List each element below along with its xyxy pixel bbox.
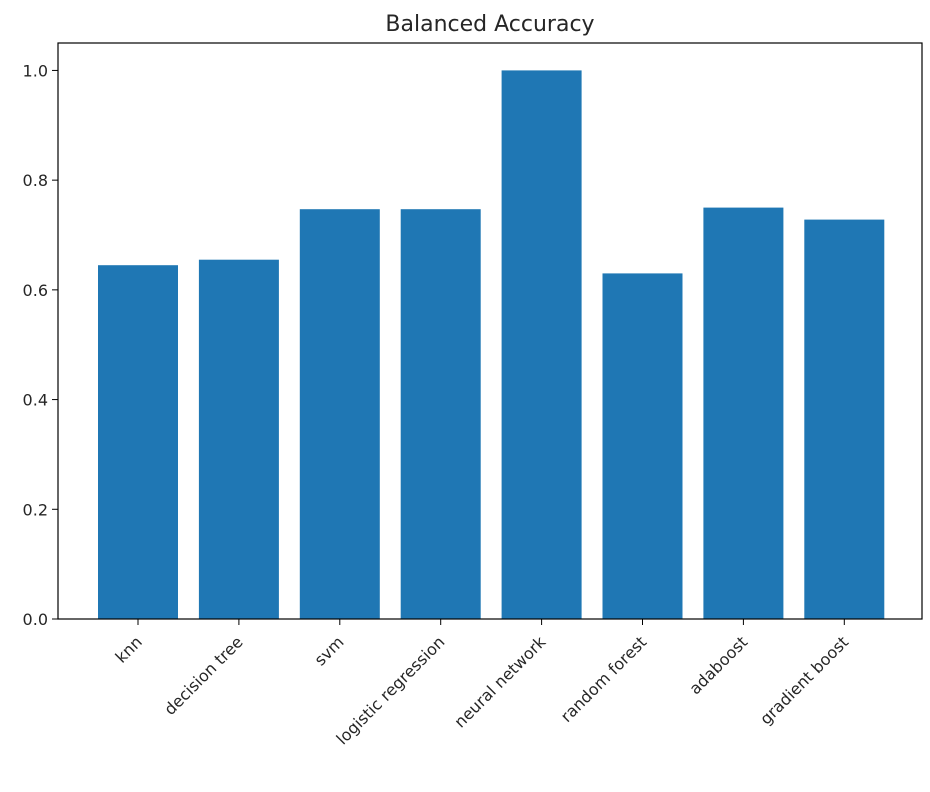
y-axis: 0.0 0.2 0.4 0.6 0.8 1.0 bbox=[23, 61, 58, 629]
y-tick-label: 0.4 bbox=[23, 391, 48, 410]
bar-knn bbox=[98, 265, 178, 619]
bar-neural-network bbox=[501, 70, 582, 619]
x-tick-label: svm bbox=[311, 632, 348, 669]
y-tick-label: 1.0 bbox=[23, 61, 48, 80]
bar-adaboost bbox=[703, 207, 784, 619]
bar-logistic-regression bbox=[400, 209, 481, 619]
y-tick-label: 0.6 bbox=[23, 281, 48, 300]
x-tick-label: random forest bbox=[557, 632, 651, 726]
bar-svm bbox=[299, 209, 380, 619]
x-tick-label: decision tree bbox=[160, 632, 246, 718]
x-tick-label: logistic regression bbox=[332, 632, 448, 748]
y-tick-label: 0.0 bbox=[23, 610, 48, 629]
x-tick-label: neural network bbox=[450, 632, 550, 732]
bars-group bbox=[98, 70, 885, 619]
y-tick-label: 0.2 bbox=[23, 500, 48, 519]
bar-gradient-boost bbox=[804, 219, 885, 619]
x-tick-label: knn bbox=[112, 632, 146, 666]
plot-frame bbox=[57, 42, 923, 620]
bar-decision-tree bbox=[198, 259, 279, 619]
x-tick-label: adaboost bbox=[685, 632, 751, 698]
y-tick-label: 0.8 bbox=[23, 171, 48, 190]
chart-title: Balanced Accuracy bbox=[385, 12, 594, 37]
bar-random-forest bbox=[602, 273, 683, 619]
x-tick-label: gradient boost bbox=[756, 632, 852, 728]
